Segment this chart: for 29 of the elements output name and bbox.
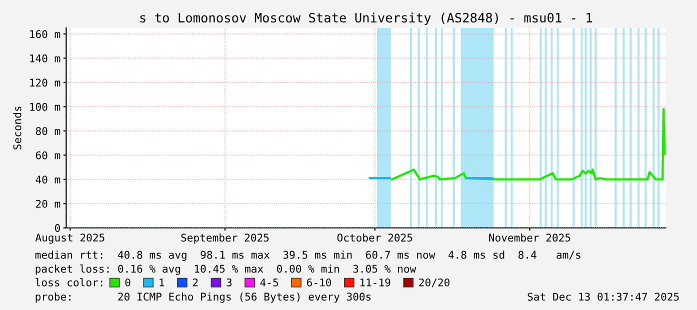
x-tick-label: August 2025 xyxy=(35,234,104,244)
y-axis-title: Seconds xyxy=(13,106,22,150)
y-tick-label: 100 m xyxy=(30,102,60,111)
legend-label: 3 xyxy=(226,278,232,286)
line-series xyxy=(390,108,666,180)
legend-title: loss color: xyxy=(36,278,102,286)
text: median rtt: 40.8 ms avg 98.1 ms max 39.5 ms min 60.7 ms now 4.8 ms sd 8.4 am/s xyxy=(35,250,580,261)
y-tick-label: 60 m xyxy=(36,151,60,160)
y-tick-label: 120 m xyxy=(30,78,60,87)
chart-title: s to Lomonosov Moscow State University (AS2848) - msu01 - 1 xyxy=(140,12,592,25)
x-tick-label: September 2025 xyxy=(181,233,269,244)
x-tick-label: November 2025 xyxy=(489,233,570,242)
y-tick-label: 140 m xyxy=(30,54,60,62)
y-tick-label: 160 m xyxy=(30,30,60,38)
legend-label: 20/20 xyxy=(419,278,450,288)
legend-label: 4-5 xyxy=(260,278,278,286)
y-tick-label: 80 m xyxy=(36,127,60,136)
text: Sat Dec 13 01:37:47 2025 xyxy=(528,292,679,301)
legend-label: 2 xyxy=(192,278,198,286)
legend-label: 1 xyxy=(160,278,164,286)
y-tick-label: 20 m xyxy=(36,200,60,208)
text: packet loss: 0.16 % avg 10.45 % max 0.00 % min 3.05 % now xyxy=(36,264,416,275)
y-tick-label: 0 xyxy=(54,224,60,232)
y-tick-label: 40 m xyxy=(36,176,60,184)
text: probe: 20 ICMP Echo Pings (56 Bytes) every 300s xyxy=(36,292,371,303)
x-tick-label: October 2025 xyxy=(337,233,412,242)
legend-label: 11-19 xyxy=(360,278,390,286)
legend-label: 0 xyxy=(125,278,130,286)
legend-label: 6-10 xyxy=(306,278,332,286)
